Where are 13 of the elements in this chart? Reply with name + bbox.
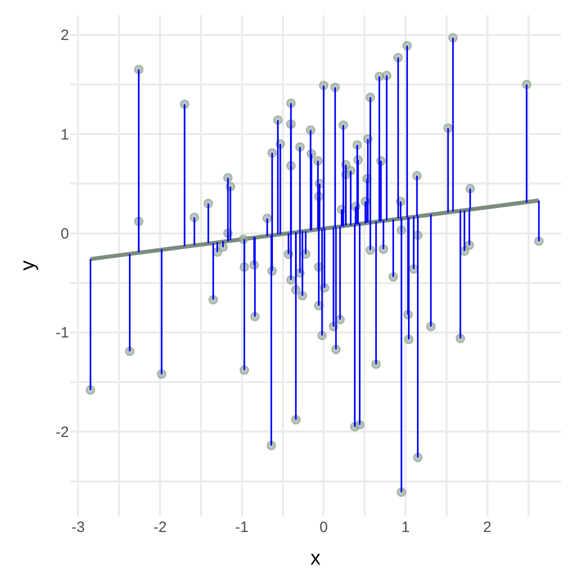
x-tick-label: 1 <box>401 519 410 536</box>
y-tick-label: -2 <box>56 424 69 441</box>
y-tick-label: 1 <box>60 126 69 144</box>
y-tick-label: -1 <box>56 324 69 342</box>
x-tick-label: -2 <box>153 519 167 536</box>
x-tick-label: 0 <box>320 519 328 536</box>
x-tick-label: -1 <box>235 519 249 536</box>
y-tick-label: 2 <box>60 27 69 44</box>
x-tick-label: -3 <box>72 519 85 536</box>
x-axis-title: x <box>310 548 320 570</box>
y-axis-title: y <box>17 260 40 270</box>
y-tick-label: 0 <box>60 226 69 243</box>
x-tick-label: 2 <box>483 519 492 536</box>
